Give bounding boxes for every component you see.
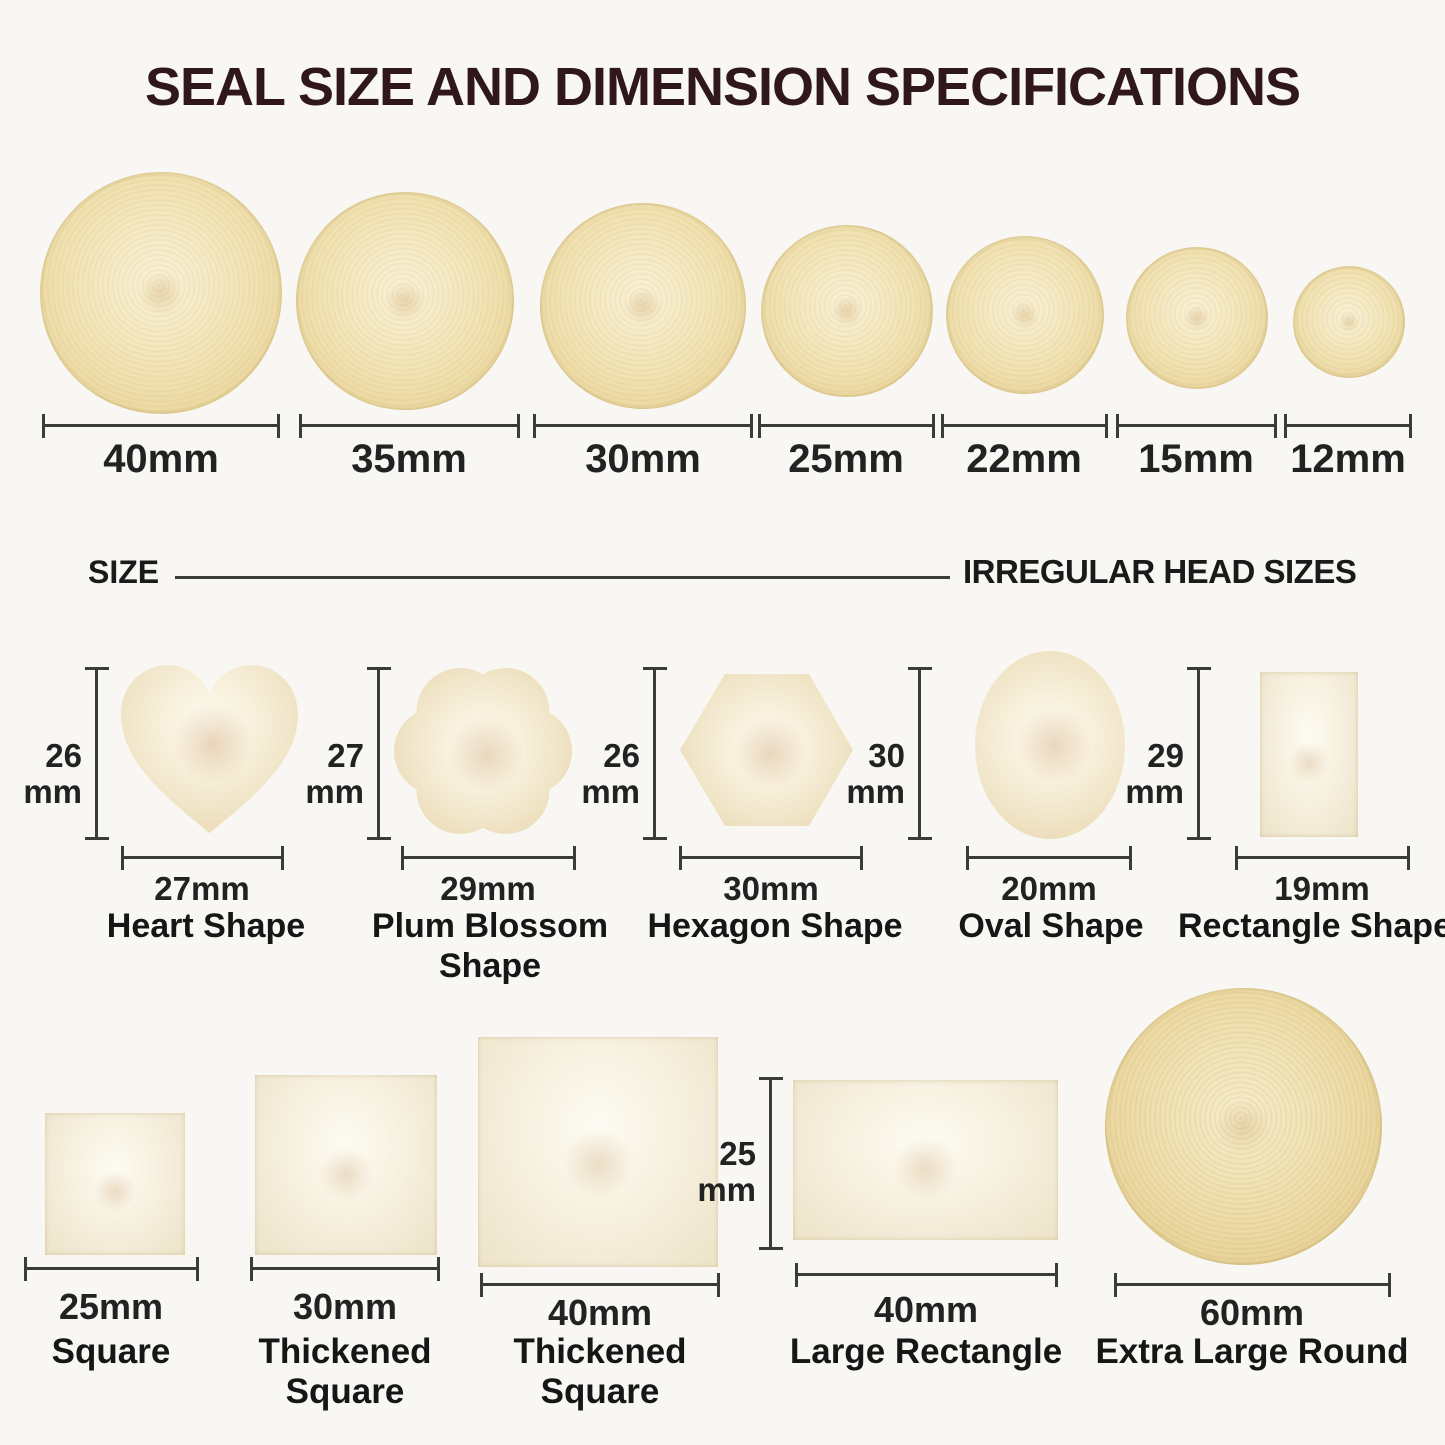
diameter-label-22mm: 22mm: [966, 437, 1082, 481]
height-unit: mm: [846, 773, 905, 810]
height-line-heart: [85, 667, 109, 840]
shape-name-thickened-30: Thickened Square: [258, 1332, 432, 1411]
width-line-oval: [966, 846, 1132, 870]
height-unit: mm: [581, 773, 640, 810]
round-seal-40mm: [40, 172, 282, 414]
height-unit: mm: [23, 773, 82, 810]
width-label-rectangle: 19mm: [1274, 870, 1370, 907]
round-seal-30mm: [540, 203, 746, 409]
shape-name-plum: Plum Blossom Shape: [371, 907, 609, 985]
width-line-plum: [401, 846, 576, 870]
rectangle-shape: [1260, 672, 1358, 837]
height-line-plum: [367, 667, 391, 840]
width-label-square: 25mm: [58, 1286, 164, 1327]
width-label-large-rectangle: 40mm: [873, 1289, 979, 1330]
round-seal-15mm: [1126, 247, 1268, 389]
width-line-hexagon: [679, 846, 863, 870]
heart-sheen: [173, 703, 253, 783]
height-line-large-rectangle: [759, 1077, 783, 1250]
width-line-square: [24, 1257, 199, 1281]
width-label-hexagon: 30mm: [723, 870, 819, 907]
width-label-oval: 20mm: [1001, 870, 1097, 907]
round-seal-35mm: [296, 192, 514, 410]
hexagon-sheen: [734, 717, 806, 789]
irregular-heading: IRREGULAR HEAD SIZES: [963, 553, 1357, 590]
height-label-hexagon: 26 mm: [574, 738, 640, 810]
plum-blossom-shape: [394, 668, 572, 834]
size-heading: SIZE: [88, 554, 160, 590]
plum-sheen: [448, 716, 524, 792]
height-label-rectangle: 29 mm: [1118, 738, 1184, 810]
oval-shape: [975, 651, 1125, 839]
shape-name-large-rectangle: Large Rectangle: [789, 1332, 1063, 1371]
height-label-large-rectangle: 25 mm: [690, 1136, 756, 1208]
height-unit: mm: [305, 773, 364, 810]
dimension-line-30mm: [533, 414, 753, 438]
dimension-line-35mm: [299, 414, 520, 438]
height-value: 30: [868, 737, 905, 774]
diameter-label-40mm: 40mm: [103, 437, 219, 481]
dimension-line-22mm: [941, 414, 1108, 438]
width-label-xl-round: 60mm: [1199, 1292, 1305, 1333]
shape-name-rectangle: Rectangle Shape: [1178, 907, 1445, 945]
height-value: 26: [45, 737, 82, 774]
height-line-oval: [908, 667, 932, 840]
height-unit: mm: [697, 1171, 756, 1208]
large-rectangle-seal: [793, 1080, 1058, 1240]
width-line-thickened-30: [250, 1257, 440, 1281]
thickened-square-30mm: [255, 1075, 437, 1255]
oval-sheen: [1016, 707, 1092, 783]
diameter-label-35mm: 35mm: [351, 437, 467, 481]
width-line-xl-round: [1114, 1273, 1391, 1297]
width-line-heart: [121, 846, 284, 870]
height-value: 25: [719, 1135, 756, 1172]
shape-name-square: Square: [51, 1332, 171, 1371]
diameter-label-30mm: 30mm: [585, 437, 701, 481]
shape-name-hexagon: Hexagon Shape: [647, 907, 903, 945]
height-value: 27: [327, 737, 364, 774]
height-value: 29: [1147, 737, 1184, 774]
height-label-heart: 26 mm: [16, 738, 82, 810]
page-title: SEAL SIZE AND DIMENSION SPECIFICATIONS: [144, 57, 1301, 117]
width-line-thickened-40: [480, 1273, 720, 1297]
width-label-plum: 29mm: [440, 870, 536, 907]
diameter-label-25mm: 25mm: [788, 437, 904, 481]
height-line-hexagon: [643, 667, 667, 840]
width-line-rectangle: [1235, 846, 1410, 870]
shape-name-oval: Oval Shape: [958, 907, 1144, 945]
width-label-thickened-40: 40mm: [547, 1292, 653, 1333]
extra-large-round-seal: [1105, 988, 1382, 1265]
square-seal-25mm: [45, 1113, 185, 1255]
hexagon-shape: [680, 674, 853, 826]
width-line-large-rectangle: [795, 1263, 1058, 1287]
shape-name-thickened-40: Thickened Square: [513, 1332, 687, 1411]
shape-name-xl-round: Extra Large Round: [1095, 1332, 1409, 1371]
width-label-thickened-30: 30mm: [292, 1286, 398, 1327]
shape-name-heart: Heart Shape: [106, 907, 306, 945]
height-unit: mm: [1125, 773, 1184, 810]
diameter-label-12mm: 12mm: [1290, 437, 1406, 481]
divider-line: [175, 576, 950, 579]
dimension-line-12mm: [1284, 414, 1412, 438]
width-label-heart: 27mm: [154, 870, 250, 907]
height-label-oval: 30 mm: [839, 738, 905, 810]
height-value: 26: [603, 737, 640, 774]
thickened-square-40mm: [478, 1037, 718, 1267]
dimension-line-25mm: [758, 414, 935, 438]
round-seal-12mm: [1293, 266, 1405, 378]
height-label-plum: 27 mm: [298, 738, 364, 810]
heart-shape: [121, 665, 298, 833]
dimension-line-15mm: [1116, 414, 1277, 438]
round-seal-22mm: [946, 236, 1104, 394]
dimension-line-40mm: [42, 414, 280, 438]
round-seal-25mm: [761, 225, 933, 397]
height-line-rectangle: [1187, 667, 1211, 840]
diameter-label-15mm: 15mm: [1138, 437, 1254, 481]
